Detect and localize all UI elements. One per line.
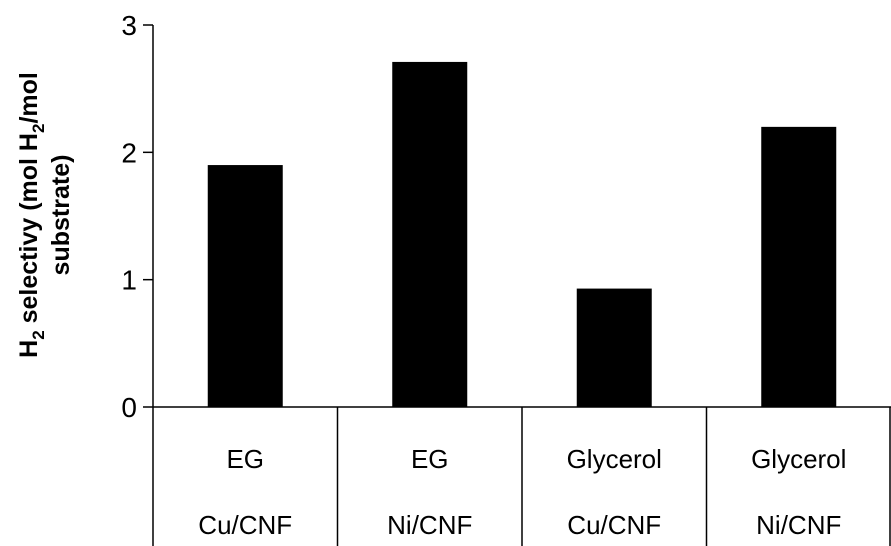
category-label-level1: Glycerol (751, 444, 846, 474)
bar-3 (761, 126, 837, 407)
y-tick-label: 3 (121, 10, 137, 41)
category-label-level2: Ni/CNF (756, 510, 841, 540)
y-tick-label: 0 (121, 392, 137, 423)
y-tick-label: 1 (121, 265, 137, 296)
bar-2 (576, 288, 652, 407)
category-label-level2: Cu/CNF (198, 510, 292, 540)
category-label-level2: Cu/CNF (567, 510, 661, 540)
bar-0 (207, 165, 283, 407)
category-label-level2: Ni/CNF (387, 510, 472, 540)
y-axis-ticks: 0 1 2 3 (121, 10, 153, 423)
category-label-level1: EG (226, 444, 264, 474)
y-axis-label-line1: H2 selectivy (mol H2/mol (15, 72, 48, 358)
y-axis-label-line2: substrate) (47, 155, 75, 276)
category-label-level1: EG (411, 444, 449, 474)
category-labels: EG Cu/CNF EG Ni/CNF Glycerol Cu/CNF Glycerol Ni… (198, 407, 891, 546)
category-label-level1: Glycerol (567, 444, 662, 474)
y-tick-label: 2 (121, 137, 137, 168)
bars-group (207, 61, 837, 407)
y-axis-label: H2 selectivy (mol H2/mol substrate) (15, 72, 75, 358)
bar-1 (392, 61, 468, 407)
